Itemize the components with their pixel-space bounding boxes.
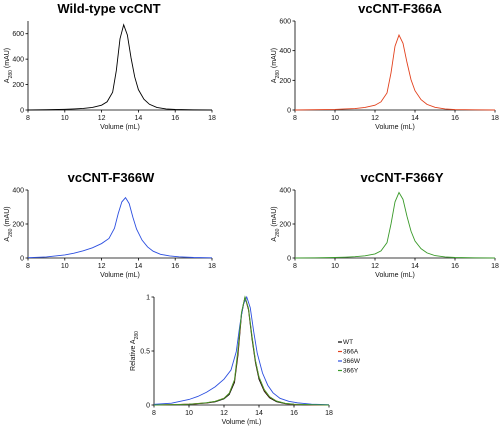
chart-panel-3: vcCNT-F366W 8 10 12 14 16 18 0 200 400 Volume (mL)… bbox=[4, 170, 216, 279]
axis-lines bbox=[294, 21, 495, 111]
y-tick-label: 200 bbox=[279, 78, 291, 85]
series-line-366y bbox=[153, 295, 330, 406]
x-tick-label: 18 bbox=[491, 115, 499, 122]
x-tick-label: 8 bbox=[293, 115, 297, 122]
series-line-366w bbox=[153, 295, 330, 406]
chart-title: vcCNT-F366W bbox=[68, 170, 155, 185]
y-tick-label: 400 bbox=[12, 57, 24, 64]
x-tick-label: 18 bbox=[208, 263, 216, 270]
x-tick-label: 18 bbox=[208, 115, 216, 122]
x-tick-label: 8 bbox=[152, 410, 156, 417]
y-tick-label: 0.5 bbox=[140, 349, 150, 356]
x-tick-label: 12 bbox=[98, 263, 106, 270]
y-tick-label: 200 bbox=[12, 82, 24, 89]
y-tick-label: 600 bbox=[279, 19, 291, 26]
chart-title: vcCNT-F366A bbox=[358, 1, 442, 16]
x-axis-label: Volume (mL) bbox=[100, 124, 140, 131]
chart-title: vcCNT-F366Y bbox=[360, 170, 443, 185]
x-tick-label: 10 bbox=[185, 410, 193, 417]
y-tick-label: 400 bbox=[279, 48, 291, 55]
x-axis-label: Volume (mL) bbox=[222, 419, 262, 426]
y-tick-label: 600 bbox=[12, 31, 24, 38]
x-tick-label: 14 bbox=[135, 263, 143, 270]
x-axis-label: Volume (mL) bbox=[100, 272, 140, 279]
y-tick-label: 200 bbox=[279, 222, 291, 229]
y-tick-label: 0 bbox=[287, 256, 291, 263]
x-tick-label: 16 bbox=[451, 263, 459, 270]
chart-panel-2: vcCNT-F366A 8 10 12 14 16 18 0 200 400 600 Volume (… bbox=[271, 1, 499, 131]
legend-entry: 366A bbox=[343, 349, 359, 356]
x-tick-label: 18 bbox=[325, 410, 333, 417]
y-axis-label: A280 (mAU) bbox=[4, 206, 14, 241]
x-tick-label: 10 bbox=[61, 263, 69, 270]
y-tick-label: 0 bbox=[287, 108, 291, 115]
chart-title: Wild-type vcCNT bbox=[57, 1, 160, 16]
x-tick-label: 14 bbox=[411, 263, 419, 270]
y-tick-label: 0 bbox=[146, 403, 150, 410]
y-tick-label: 400 bbox=[279, 188, 291, 195]
x-tick-label: 12 bbox=[220, 410, 228, 417]
y-tick-label: 0 bbox=[20, 256, 24, 263]
y-tick-label: 0 bbox=[20, 108, 24, 115]
x-tick-label: 8 bbox=[26, 263, 30, 270]
x-tick-label: 12 bbox=[371, 263, 379, 270]
x-axis-label: Volume (mL) bbox=[375, 124, 415, 131]
chart-panel-5: 8 10 12 14 16 18 0 0.5 1 Volume (mL) Relative A280… bbox=[130, 295, 361, 427]
x-tick-label: 14 bbox=[135, 115, 143, 122]
series-line-3 bbox=[27, 196, 213, 259]
x-tick-label: 16 bbox=[290, 410, 298, 417]
legend-entry: 366W bbox=[343, 358, 361, 365]
series-line-4 bbox=[294, 191, 496, 259]
chart-panel-1: Wild-type vcCNT 8 10 12 14 16 18 0 200 400 600 Volu… bbox=[4, 1, 216, 131]
series-line-2 bbox=[294, 33, 496, 111]
y-tick-label: 400 bbox=[12, 188, 24, 195]
axis-lines bbox=[294, 190, 495, 259]
axis-lines bbox=[27, 21, 212, 111]
series-line-1 bbox=[27, 23, 213, 111]
x-tick-label: 16 bbox=[171, 263, 179, 270]
x-tick-label: 10 bbox=[331, 263, 339, 270]
x-tick-label: 12 bbox=[371, 115, 379, 122]
y-axis-label: A280 (mAU) bbox=[271, 206, 281, 241]
x-tick-label: 18 bbox=[491, 263, 499, 270]
axis-lines bbox=[27, 190, 212, 259]
x-axis-label: Volume (mL) bbox=[375, 272, 415, 279]
chart-panel-4: vcCNT-F366Y 8 10 12 14 16 18 0 200 400 Volume (mL)… bbox=[271, 170, 499, 279]
legend-entry: 366Y bbox=[343, 368, 359, 375]
x-tick-label: 8 bbox=[26, 115, 30, 122]
y-tick-label: 1 bbox=[146, 295, 150, 302]
x-tick-label: 12 bbox=[98, 115, 106, 122]
x-tick-label: 16 bbox=[451, 115, 459, 122]
y-axis-label: A280 (mAU) bbox=[271, 48, 281, 83]
x-tick-label: 10 bbox=[61, 115, 69, 122]
x-tick-label: 16 bbox=[171, 115, 179, 122]
y-axis-label: Relative A280 bbox=[130, 331, 140, 371]
x-tick-label: 14 bbox=[255, 410, 263, 417]
x-tick-label: 8 bbox=[293, 263, 297, 270]
x-tick-label: 10 bbox=[331, 115, 339, 122]
y-axis-label: A280 (mAU) bbox=[4, 48, 14, 83]
x-tick-label: 14 bbox=[411, 115, 419, 122]
y-tick-label: 200 bbox=[12, 222, 24, 229]
legend-entry: WT bbox=[343, 339, 353, 346]
